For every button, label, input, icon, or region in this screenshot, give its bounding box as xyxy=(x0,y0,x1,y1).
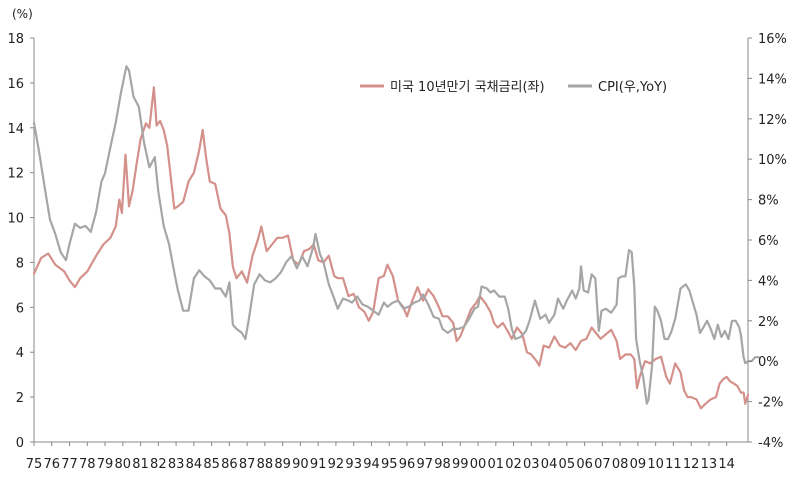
x-tick-label: 01 xyxy=(488,457,505,472)
right-tick-label: 16% xyxy=(758,32,787,47)
left-tick-label: 2 xyxy=(16,391,24,406)
right-tick-label: 14% xyxy=(758,72,787,87)
x-tick-label: 09 xyxy=(630,457,647,472)
x-tick-label: 10 xyxy=(647,457,664,472)
x-tick-label: 80 xyxy=(115,457,132,472)
x-tick-label: 93 xyxy=(345,457,362,472)
x-axis-ticks: 75 76 77 78 79 80 81 82 83 84 85 86 87 88 89 90 91 92 93 94… xyxy=(26,442,735,472)
x-tick-label: 89 xyxy=(274,457,291,472)
right-axis-ticks: -4% -2% 0% 2% 4% 6% 8% 10% 12% 14% 16% xyxy=(748,32,787,451)
legend-label: CPI(우,YoY) xyxy=(598,80,667,95)
left-axis-ticks: 0 2 4 6 8 10 12 14 16 18 xyxy=(7,32,34,451)
x-tick-label: 87 xyxy=(239,457,256,472)
plot-area xyxy=(32,38,760,443)
x-tick-label: 02 xyxy=(505,457,522,472)
left-axis-unit-label: (%) xyxy=(12,7,33,21)
x-tick-label: 79 xyxy=(97,457,114,472)
series-line-cpi xyxy=(32,65,760,405)
x-tick-label: 88 xyxy=(257,457,274,472)
left-tick-label: 4 xyxy=(16,346,24,361)
left-tick-label: 16 xyxy=(7,77,24,92)
right-tick-label: 10% xyxy=(758,153,787,168)
x-tick-label: 07 xyxy=(594,457,611,472)
x-tick-label: 97 xyxy=(416,457,433,472)
right-tick-label: 4% xyxy=(758,274,779,289)
right-tick-label: -4% xyxy=(758,436,783,451)
x-tick-label: 75 xyxy=(26,457,43,472)
x-tick-label: 11 xyxy=(665,457,682,472)
right-tick-label: 2% xyxy=(758,315,779,330)
x-tick-label: 86 xyxy=(221,457,238,472)
left-tick-label: 0 xyxy=(16,436,24,451)
x-tick-label: 78 xyxy=(79,457,96,472)
right-tick-label: 6% xyxy=(758,234,779,249)
x-tick-label: 77 xyxy=(61,457,78,472)
left-tick-label: 18 xyxy=(7,32,24,47)
x-tick-label: 91 xyxy=(310,457,327,472)
x-tick-label: 04 xyxy=(541,457,558,472)
x-tick-label: 84 xyxy=(186,457,203,472)
x-tick-label: 14 xyxy=(718,457,735,472)
x-tick-label: 99 xyxy=(452,457,469,472)
legend-label: 미국 10년만기 국채금리(좌) xyxy=(390,80,545,95)
left-tick-label: 14 xyxy=(7,122,24,137)
right-tick-label: 0% xyxy=(758,355,779,370)
x-tick-label: 82 xyxy=(150,457,167,472)
x-tick-label: 13 xyxy=(701,457,718,472)
right-tick-label: 12% xyxy=(758,113,787,128)
x-tick-label: 83 xyxy=(168,457,185,472)
x-tick-label: 81 xyxy=(132,457,149,472)
left-tick-label: 6 xyxy=(16,301,24,316)
right-tick-label: -2% xyxy=(758,396,783,411)
x-tick-label: 98 xyxy=(434,457,451,472)
x-tick-label: 05 xyxy=(559,457,576,472)
left-tick-label: 10 xyxy=(7,212,24,227)
series-line-us-10y-treasury xyxy=(32,86,750,410)
x-tick-label: 12 xyxy=(683,457,700,472)
x-tick-label: 94 xyxy=(363,457,380,472)
legend: 미국 10년만기 국채금리(좌) CPI(우,YoY) xyxy=(360,80,667,95)
x-tick-label: 06 xyxy=(576,457,593,472)
x-tick-label: 92 xyxy=(328,457,345,472)
x-tick-label: 00 xyxy=(470,457,487,472)
x-tick-label: 96 xyxy=(399,457,416,472)
x-tick-label: 85 xyxy=(203,457,220,472)
right-tick-label: 8% xyxy=(758,194,779,209)
x-tick-label: 03 xyxy=(523,457,540,472)
x-tick-label: 90 xyxy=(292,457,309,472)
x-tick-label: 76 xyxy=(43,457,60,472)
left-tick-label: 12 xyxy=(7,167,24,182)
x-tick-label: 08 xyxy=(612,457,629,472)
x-tick-label: 95 xyxy=(381,457,398,472)
left-tick-label: 8 xyxy=(16,256,24,271)
